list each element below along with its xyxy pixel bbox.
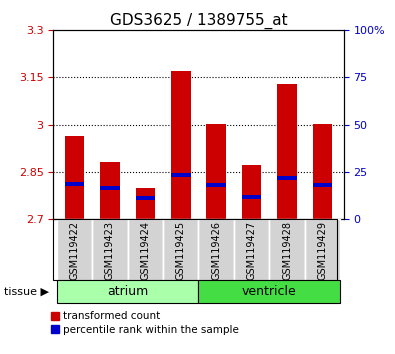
Bar	[128, 219, 163, 280]
Bar	[65, 182, 84, 186]
Bar	[163, 219, 199, 280]
Bar	[65, 136, 84, 219]
Text: GSM119423: GSM119423	[105, 221, 115, 280]
Bar	[135, 188, 155, 219]
Title: GDS3625 / 1389755_at: GDS3625 / 1389755_at	[110, 12, 287, 29]
Bar	[100, 162, 120, 219]
Bar	[242, 165, 261, 219]
Bar	[207, 183, 226, 187]
Bar	[277, 84, 297, 219]
Bar	[313, 183, 332, 187]
Bar	[242, 195, 261, 199]
Bar	[199, 219, 234, 280]
Text: GSM119422: GSM119422	[70, 221, 79, 280]
Bar	[171, 71, 190, 219]
Bar	[277, 176, 297, 180]
Bar	[92, 219, 128, 280]
Bar	[199, 280, 340, 303]
Bar	[57, 219, 92, 280]
Text: GSM119427: GSM119427	[246, 221, 257, 280]
Bar	[57, 280, 199, 303]
Text: GSM119425: GSM119425	[176, 221, 186, 280]
Bar	[171, 173, 190, 177]
Bar	[269, 219, 305, 280]
Bar	[305, 219, 340, 280]
Legend: transformed count, percentile rank within the sample: transformed count, percentile rank withi…	[51, 312, 239, 335]
Bar	[313, 124, 332, 219]
Text: ventricle: ventricle	[242, 285, 297, 298]
Bar	[100, 186, 120, 190]
Bar	[234, 219, 269, 280]
Text: GSM119424: GSM119424	[140, 221, 150, 280]
Text: tissue ▶: tissue ▶	[4, 286, 49, 296]
Bar	[207, 124, 226, 219]
Text: atrium: atrium	[107, 285, 148, 298]
Bar	[135, 196, 155, 200]
Text: GSM119428: GSM119428	[282, 221, 292, 280]
Text: GSM119429: GSM119429	[318, 221, 327, 280]
Text: GSM119426: GSM119426	[211, 221, 221, 280]
